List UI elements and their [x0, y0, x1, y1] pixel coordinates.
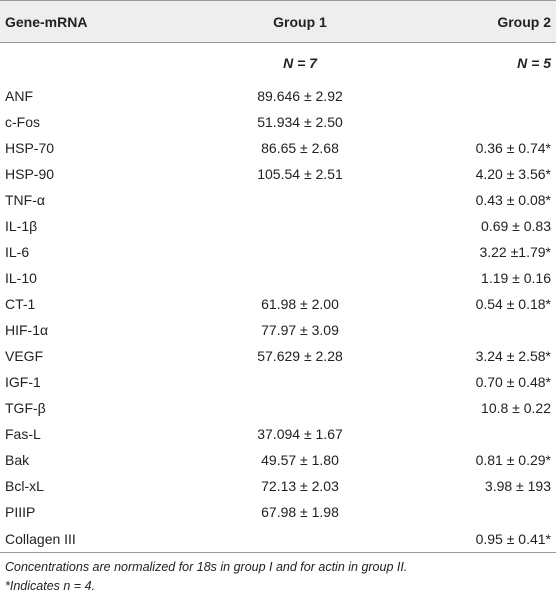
group-1-value-cell: 37.094 ± 1.67: [257, 426, 343, 442]
group-1-value-cell: 86.65 ± 2.68: [261, 140, 339, 156]
group-2-value-cell: [400, 499, 556, 525]
group-2-value-cell: 10.8 ± 0.22: [481, 400, 551, 416]
table-row: ANF 89.646 ± 2.92: [0, 83, 556, 109]
footnote-asterisk: *Indicates n = 4.: [5, 579, 95, 593]
table-row: IL-6 3.22 ±1.79*: [0, 239, 556, 265]
group-2-value-cell: 3.24 ± 2.58*: [475, 348, 551, 364]
table-row: Fas-L 37.094 ± 1.67: [0, 421, 556, 447]
table-row: IL-1β 0.69 ± 0.83: [0, 213, 556, 239]
footnote-normalization: Concentrations are normalized for 18s in…: [5, 560, 408, 574]
table-row: IL-10 1.19 ± 0.16: [0, 265, 556, 291]
group-1-value-cell: 67.98 ± 1.98: [261, 504, 339, 520]
table-footnotes: Concentrations are normalized for 18s in…: [0, 553, 556, 596]
group-2-value-cell: 0.70 ± 0.48*: [475, 374, 551, 390]
gene-name-cell: VEGF: [5, 348, 44, 364]
gene-name-cell: HSP-90: [5, 166, 55, 182]
group-2-value-cell: [400, 317, 556, 343]
sample-size-row: N = 7 N = 5: [0, 43, 556, 84]
gene-name-cell: HIF-1α: [5, 322, 49, 338]
header-group-1: Group 1: [200, 0, 400, 43]
table-row: Bcl-xL 72.13 ± 2.03 3.98 ± 193: [0, 473, 556, 499]
group-1-value-cell: 61.98 ± 2.00: [261, 296, 339, 312]
gene-name-cell: PIIIP: [5, 504, 36, 520]
group-1-value-cell: [200, 213, 400, 239]
table-row: c-Fos 51.934 ± 2.50: [0, 109, 556, 135]
table-row: TNF-α 0.43 ± 0.08*: [0, 187, 556, 213]
gene-name-cell: c-Fos: [5, 114, 40, 130]
group-2-n: N = 5: [400, 43, 556, 84]
group-2-value-cell: 1.19 ± 0.16: [481, 270, 551, 286]
group-2-value-cell: 0.81 ± 0.29*: [475, 452, 551, 468]
gene-name-cell: IL-10: [5, 270, 37, 286]
gene-name-cell: Bcl-xL: [5, 478, 44, 494]
sample-size-label: [0, 43, 200, 84]
group-2-value-cell: 4.20 ± 3.56*: [475, 166, 551, 182]
group-2-value-cell: 0.36 ± 0.74*: [475, 140, 551, 156]
group-1-value-cell: 105.54 ± 2.51: [257, 166, 343, 182]
gene-name-cell: Fas-L: [5, 426, 41, 442]
group-2-value-cell: 0.69 ± 0.83: [481, 218, 551, 234]
table-row: TGF-β 10.8 ± 0.22: [0, 395, 556, 421]
gene-name-cell: TGF-β: [5, 400, 46, 416]
gene-expression-table: Gene-mRNA Group 1 Group 2 N = 7 N = 5 AN…: [0, 0, 556, 553]
group-2-value-cell: 3.22 ±1.79*: [479, 244, 551, 260]
group-2-value-cell: [400, 421, 556, 447]
group-2-value-cell: 3.98 ± 193: [484, 478, 551, 494]
gene-name-cell: TNF-α: [5, 192, 45, 208]
group-2-value-cell: 0.95 ± 0.41*: [400, 525, 556, 553]
gene-name-cell: CT-1: [5, 296, 36, 312]
group-1-value-cell: 51.934 ± 2.50: [257, 114, 343, 130]
group-1-value-cell: [200, 239, 400, 265]
table-row: Bak 49.57 ± 1.80 0.81 ± 0.29*: [0, 447, 556, 473]
table-row: Collagen III 0.95 ± 0.41*: [0, 525, 556, 553]
group-1-value-cell: 49.57 ± 1.80: [261, 452, 339, 468]
table-header-row: Gene-mRNA Group 1 Group 2: [0, 0, 556, 43]
group-1-value-cell: 89.646 ± 2.92: [257, 88, 343, 104]
table-row: CT-1 61.98 ± 2.00 0.54 ± 0.18*: [0, 291, 556, 317]
table-row: HSP-70 86.65 ± 2.68 0.36 ± 0.74*: [0, 135, 556, 161]
group-1-value-cell: [200, 395, 400, 421]
gene-name-cell: IL-1β: [5, 218, 38, 234]
group-1-n: N = 7: [200, 43, 400, 84]
gene-name-cell: HSP-70: [5, 140, 55, 156]
table-row: HSP-90 105.54 ± 2.51 4.20 ± 3.56*: [0, 161, 556, 187]
group-1-value-cell: [200, 525, 400, 553]
table-row: VEGF 57.629 ± 2.28 3.24 ± 2.58*: [0, 343, 556, 369]
table-row: HIF-1α 77.97 ± 3.09: [0, 317, 556, 343]
group-2-value-cell: 0.43 ± 0.08*: [475, 192, 551, 208]
gene-name-cell: Bak: [5, 452, 30, 468]
gene-name-cell: IL-6: [5, 244, 30, 260]
header-group-2: Group 2: [400, 0, 556, 43]
group-1-value-cell: 77.97 ± 3.09: [261, 322, 339, 338]
table-row: PIIIP 67.98 ± 1.98: [0, 499, 556, 525]
group-1-value-cell: 57.629 ± 2.28: [257, 348, 343, 364]
gene-name-cell: ANF: [5, 88, 33, 104]
group-2-value-cell: [400, 83, 556, 109]
group-1-value-cell: 72.13 ± 2.03: [261, 478, 339, 494]
group-2-value-cell: [400, 109, 556, 135]
group-1-value-cell: [200, 187, 400, 213]
gene-name-cell: Collagen III: [0, 525, 200, 553]
group-1-value-cell: [200, 265, 400, 291]
gene-name-cell: IGF-1: [5, 374, 41, 390]
group-1-n-value: N = 7: [283, 55, 317, 71]
group-2-value-cell: 0.54 ± 0.18*: [475, 296, 551, 312]
group-2-n-value: N = 5: [517, 55, 551, 71]
header-gene-mrna: Gene-mRNA: [0, 0, 200, 43]
table-body: N = 7 N = 5 ANF 89.646 ± 2.92 c-Fos 51.934 …: [0, 43, 556, 553]
table-row: IGF-1 0.70 ± 0.48*: [0, 369, 556, 395]
group-1-value-cell: [200, 369, 400, 395]
